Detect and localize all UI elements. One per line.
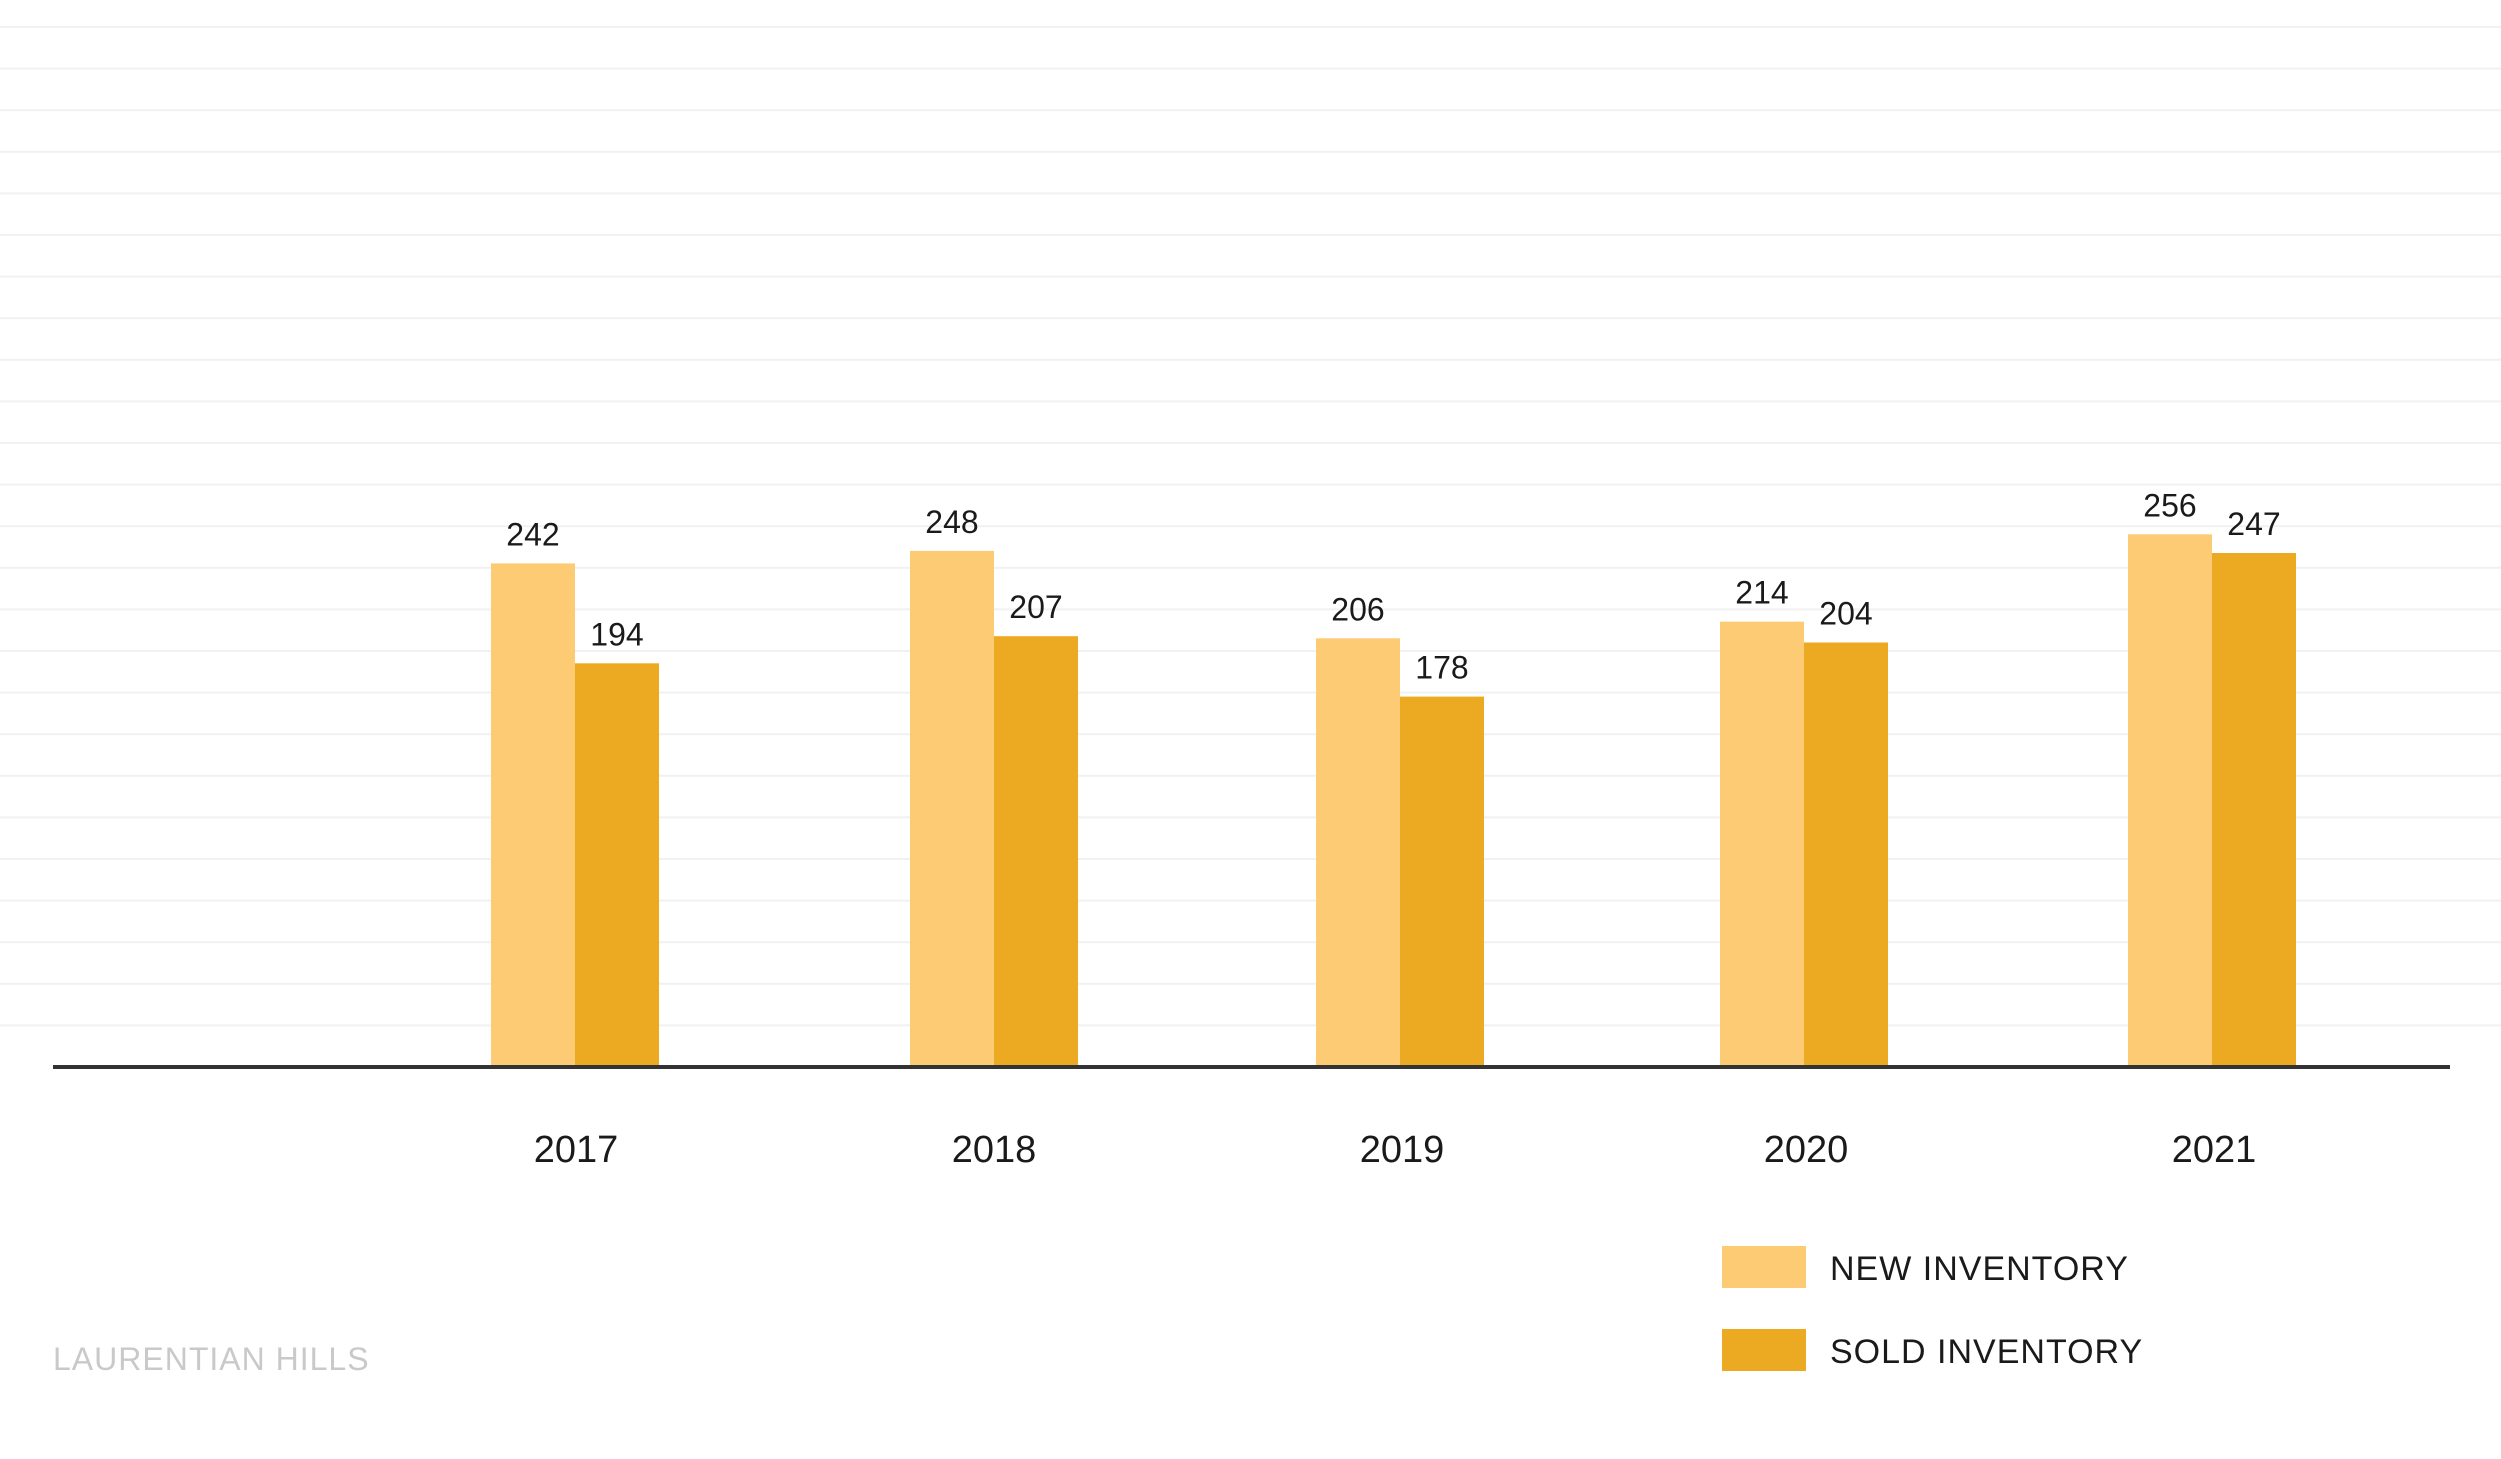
legend-label-new-inventory: NEW INVENTORY (1830, 1250, 2129, 1288)
bar-new-2021 (2128, 534, 2212, 1067)
bar-sold-2020 (1804, 642, 1888, 1067)
bar-sold-2018 (994, 636, 1078, 1067)
data-label-sold-2018: 207 (1009, 589, 1062, 625)
x-tick-label-2017: 2017 (534, 1129, 619, 1171)
x-tick-label-2018: 2018 (952, 1129, 1037, 1171)
bar-new-2018 (910, 550, 994, 1067)
bar-sold-2017 (575, 663, 659, 1067)
bar-sold-2021 (2212, 553, 2296, 1067)
data-label-sold-2021: 247 (2227, 506, 2280, 542)
data-label-new-2020: 214 (1735, 575, 1788, 611)
gridlines (0, 26, 2501, 1027)
bar-sold-2019 (1400, 696, 1484, 1067)
bars (491, 534, 2296, 1067)
footer-label: LAURENTIAN HILLS (53, 1341, 370, 1377)
legend: NEW INVENTORY SOLD INVENTORY (1722, 1246, 2143, 1371)
data-label-sold-2019: 178 (1415, 650, 1468, 686)
data-label-sold-2017: 194 (590, 616, 643, 652)
data-label-new-2021: 256 (2143, 487, 2196, 523)
x-tick-label-2021: 2021 (2172, 1129, 2257, 1171)
data-labels: 242 194 248 207 206 178 214 204 256 247 (506, 487, 2280, 685)
data-label-sold-2020: 204 (1819, 596, 1872, 632)
x-tick-labels: 2017 2018 2019 2020 2021 (534, 1129, 2257, 1171)
data-label-new-2019: 206 (1331, 591, 1384, 627)
legend-swatch-new-inventory (1722, 1246, 1806, 1288)
x-tick-label-2020: 2020 (1764, 1129, 1849, 1171)
legend-swatch-sold-inventory (1722, 1329, 1806, 1371)
bar-new-2017 (491, 563, 575, 1067)
data-label-new-2017: 242 (506, 516, 559, 552)
bar-new-2020 (1720, 621, 1804, 1067)
legend-label-sold-inventory: SOLD INVENTORY (1830, 1333, 2143, 1371)
data-label-new-2018: 248 (925, 504, 978, 540)
x-tick-label-2019: 2019 (1360, 1129, 1445, 1171)
bar-new-2019 (1316, 638, 1400, 1067)
